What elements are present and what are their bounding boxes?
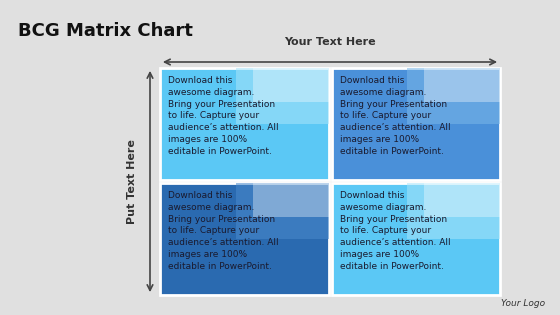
Bar xyxy=(407,68,500,124)
Text: Download this
awesome diagram.
Bring your Presentation
to life. Capture your
aud: Download this awesome diagram. Bring you… xyxy=(339,76,450,156)
Bar xyxy=(424,183,500,217)
Text: Download this
awesome diagram.
Bring your Presentation
to life. Capture your
aud: Download this awesome diagram. Bring you… xyxy=(168,76,279,156)
Text: BCG Matrix Chart: BCG Matrix Chart xyxy=(18,22,193,40)
Bar xyxy=(253,183,329,217)
Text: Download this
awesome diagram.
Bring your Presentation
to life. Capture your
aud: Download this awesome diagram. Bring you… xyxy=(339,191,450,271)
Text: Your Text Here: Your Text Here xyxy=(284,37,376,47)
Bar xyxy=(332,183,500,295)
Bar xyxy=(424,68,500,102)
Bar xyxy=(236,68,329,124)
Bar xyxy=(160,68,329,180)
Text: Put Text Here: Put Text Here xyxy=(127,139,137,224)
Bar xyxy=(253,68,329,102)
Bar xyxy=(332,68,500,180)
Bar xyxy=(236,183,329,239)
Bar xyxy=(407,183,500,239)
Text: Your Logo: Your Logo xyxy=(501,299,545,308)
Text: Download this
awesome diagram.
Bring your Presentation
to life. Capture your
aud: Download this awesome diagram. Bring you… xyxy=(168,191,279,271)
Bar xyxy=(160,183,329,295)
